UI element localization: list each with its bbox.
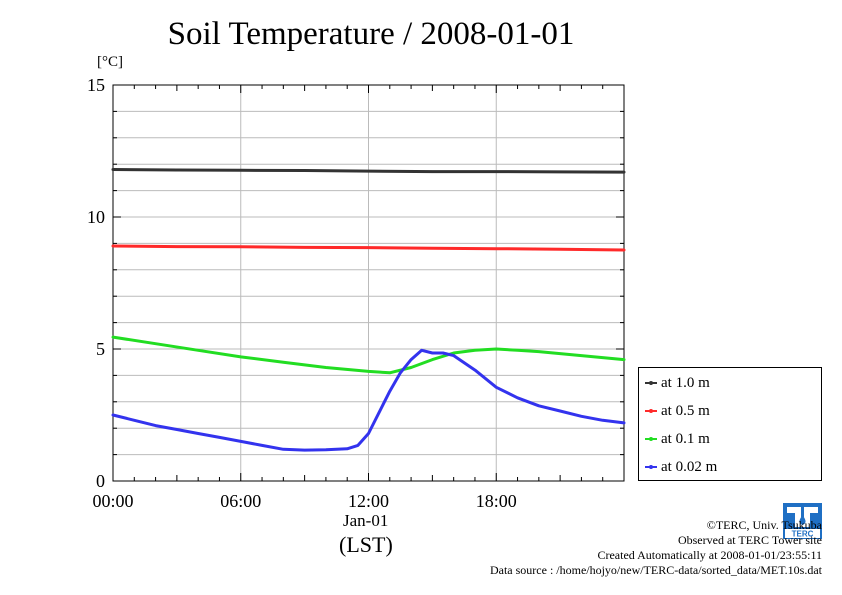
x-tick-label: 18:00 bbox=[476, 491, 517, 511]
legend-swatch-1-0m bbox=[645, 381, 657, 385]
y-tick-label: 15 bbox=[87, 75, 105, 95]
y-tick-label: 0 bbox=[96, 471, 105, 491]
x-tick-label: 06:00 bbox=[220, 491, 261, 511]
legend-swatch-0-1m bbox=[645, 437, 657, 441]
chart-title: Soil Temperature / 2008-01-01 bbox=[167, 16, 575, 52]
legend-label-0-1m: at 0.1 m bbox=[661, 430, 710, 447]
series-line-0 bbox=[111, 168, 626, 174]
credit-site: Observed at TERC Tower site bbox=[677, 533, 822, 547]
x-tick-label: 12:00 bbox=[348, 491, 389, 511]
y-axis-unit: [°C] bbox=[97, 54, 123, 70]
credits: ©TERC, Univ. Tsukuba Observed at TERC To… bbox=[490, 518, 822, 578]
credit-source: Data source : /home/hojyo/new/TERC-data/… bbox=[489, 563, 822, 577]
series-line-3 bbox=[111, 348, 626, 452]
x-axis-timezone-label: (LST) bbox=[339, 532, 393, 557]
terc-logo-icon: TERC bbox=[783, 503, 822, 539]
legend-swatch-0-5m bbox=[645, 409, 657, 413]
y-tick-label: 5 bbox=[96, 339, 105, 359]
legend-item-0-5m: at 0.5 m bbox=[645, 400, 710, 422]
logo-text: TERC bbox=[792, 530, 814, 539]
legend-item-0-02m: at 0.02 m bbox=[645, 456, 717, 478]
x-axis-date-label: Jan-01 bbox=[343, 511, 389, 530]
legend-item-1-0m: at 1.0 m bbox=[645, 372, 710, 394]
legend: at 1.0 m at 0.5 m at 0.1 m at 0.02 m bbox=[638, 367, 822, 481]
credit-created: Created Automatically at 2008-01-01/23:5… bbox=[597, 548, 822, 562]
legend-swatch-0-02m bbox=[645, 465, 657, 469]
credit-copyright: ©TERC, Univ. Tsukuba bbox=[706, 518, 822, 532]
x-tick-label: 00:00 bbox=[92, 491, 133, 511]
y-tick-label: 10 bbox=[87, 207, 105, 227]
legend-label-0-02m: at 0.02 m bbox=[661, 458, 718, 475]
legend-label-1-0m: at 1.0 m bbox=[661, 374, 710, 391]
series-line-1 bbox=[111, 244, 626, 252]
series-line-2 bbox=[111, 335, 626, 375]
legend-item-0-1m: at 0.1 m bbox=[645, 428, 710, 450]
legend-label-0-5m: at 0.5 m bbox=[661, 402, 710, 419]
